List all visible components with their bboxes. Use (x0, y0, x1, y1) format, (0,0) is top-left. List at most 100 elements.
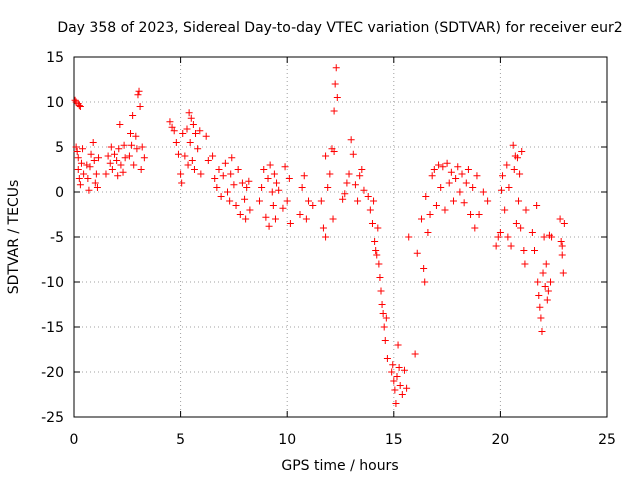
x-tick-label: 0 (70, 432, 79, 448)
data-point (226, 197, 234, 205)
data-point (517, 224, 525, 232)
data-point (271, 215, 279, 223)
grid-lines (74, 57, 607, 417)
data-point (413, 249, 421, 257)
data-point (503, 161, 511, 169)
data-point (111, 150, 119, 158)
data-point (120, 141, 128, 149)
data-point (395, 364, 403, 371)
data-point (266, 161, 274, 169)
data-point (418, 215, 426, 223)
data-point (358, 166, 366, 173)
plot-frame (73, 56, 608, 418)
data-point (484, 197, 492, 205)
data-point (302, 215, 310, 223)
data-point (428, 172, 436, 180)
data-point (221, 159, 229, 167)
data-point (349, 150, 357, 158)
data-point (547, 278, 555, 286)
data-point (536, 303, 544, 311)
data-point (339, 195, 347, 203)
data-point (322, 233, 330, 241)
data-point (285, 175, 293, 182)
data-point (174, 150, 182, 158)
data-point (228, 154, 236, 162)
data-point (405, 233, 413, 241)
x-tick-label: 10 (278, 432, 296, 448)
data-point (390, 377, 398, 385)
data-point (219, 172, 227, 180)
data-point (535, 292, 543, 299)
data-point (102, 170, 110, 178)
data-point (80, 170, 88, 178)
data-point (79, 145, 87, 153)
data-point (238, 179, 246, 187)
data-point (528, 229, 536, 236)
data-point (376, 274, 384, 281)
data-point (537, 314, 545, 322)
data-point (492, 242, 500, 250)
data-point (202, 132, 210, 140)
data-point (421, 278, 429, 286)
data-point (215, 166, 223, 173)
y-tick-label: -10 (41, 275, 64, 291)
data-point (85, 186, 93, 194)
x-tick-label: 20 (491, 432, 509, 448)
data-point (286, 220, 294, 227)
data-point (392, 400, 400, 407)
data-point (422, 193, 430, 200)
data-point (471, 224, 479, 232)
data-point (283, 197, 291, 205)
data-point (90, 157, 98, 164)
data-point (507, 242, 515, 250)
data-point (83, 161, 91, 169)
data-point (265, 222, 273, 230)
data-point (260, 166, 268, 173)
data-point (443, 159, 451, 167)
data-point (185, 109, 193, 117)
data-point (192, 130, 200, 137)
y-tick-label: 10 (46, 95, 64, 111)
data-point (186, 139, 194, 146)
data-point (107, 143, 115, 151)
chart-title: Day 358 of 2023, Sidereal Day-to-day VTE… (57, 20, 622, 36)
y-tick-label: -25 (41, 410, 64, 426)
data-point (75, 175, 83, 182)
data-point (516, 170, 524, 178)
data-point (494, 233, 502, 241)
x-tick-label: 25 (598, 432, 616, 448)
y-axis-label: SDTVAR / TECUs (6, 180, 22, 295)
y-tick-label: -20 (41, 365, 64, 381)
data-point (330, 148, 338, 155)
data-point (424, 229, 432, 236)
data-point (166, 118, 174, 126)
data-point (432, 202, 440, 209)
data-point (270, 170, 278, 178)
data-point (113, 157, 121, 164)
data-point (541, 283, 549, 290)
data-point (129, 112, 137, 119)
data-point (381, 337, 389, 344)
data-point (135, 87, 143, 95)
data-point (372, 247, 380, 254)
data-point (72, 143, 80, 151)
data-point (539, 269, 547, 277)
data-point (452, 175, 460, 182)
data-point (430, 166, 438, 173)
data-point (317, 197, 325, 205)
data-point (230, 181, 238, 189)
data-point (368, 220, 376, 227)
data-point (556, 215, 564, 223)
data-point (437, 184, 445, 191)
data-point (269, 202, 277, 209)
data-point (246, 206, 254, 214)
data-point (375, 260, 383, 268)
data-point (388, 368, 396, 376)
data-point (95, 154, 103, 162)
y-tick-label: 5 (55, 140, 64, 156)
data-point (177, 170, 185, 178)
data-point (87, 150, 95, 158)
data-point (71, 96, 79, 104)
data-point (76, 181, 84, 189)
